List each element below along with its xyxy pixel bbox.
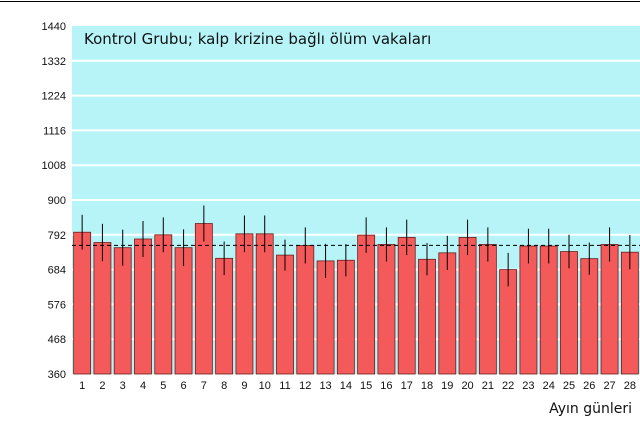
bar (296, 245, 315, 375)
bar (336, 259, 355, 375)
y-tick-label: 360 (48, 369, 66, 381)
bar (276, 254, 294, 375)
x-tick-label: 6 (181, 380, 187, 392)
x-tick-label: 28 (624, 380, 636, 392)
x-axis-label: Ayın günleri (549, 401, 632, 417)
bar (174, 247, 193, 375)
bar (418, 258, 436, 375)
y-tick-label: 1116 (43, 125, 66, 137)
bar (600, 244, 619, 375)
x-tick-label: 19 (441, 380, 453, 392)
x-tick-label: 24 (543, 380, 555, 392)
bars (73, 223, 639, 375)
x-tick-label: 17 (401, 380, 413, 392)
x-tick-label: 27 (603, 380, 615, 392)
error-bars (81, 205, 631, 287)
bar (93, 242, 112, 375)
x-tick-label: 12 (299, 380, 311, 392)
x-tick-label: 25 (563, 380, 575, 392)
x-tick-label: 15 (360, 380, 372, 392)
bar (620, 251, 639, 375)
bar (357, 234, 376, 375)
x-tick-label: 2 (99, 380, 105, 392)
y-tick-label: 1008 (42, 160, 66, 172)
y-tick-label: 576 (48, 299, 66, 311)
x-tick-label: 11 (279, 380, 290, 392)
y-tick-label: 684 (48, 265, 66, 277)
bar (134, 238, 152, 375)
bar (255, 233, 274, 375)
x-tick-label: 13 (319, 380, 331, 392)
bar (154, 234, 173, 375)
y-tick-label: 900 (48, 195, 66, 207)
bar (438, 252, 457, 375)
bar (377, 244, 396, 375)
bar (397, 236, 416, 375)
x-tick-label: 1 (79, 380, 85, 392)
bar (478, 244, 497, 375)
x-tick-label: 4 (140, 380, 146, 392)
x-tick-label: 9 (241, 380, 247, 392)
x-tick-label: 26 (583, 380, 595, 392)
x-tick-label: 7 (201, 380, 207, 392)
bar (194, 223, 213, 375)
y-tick-label: 792 (48, 230, 66, 242)
y-tick-label: 468 (48, 334, 66, 346)
x-tick-label: 5 (160, 380, 166, 392)
x-tick-label: 18 (421, 380, 433, 392)
x-tick-label: 22 (502, 380, 514, 392)
x-tick-label: 16 (380, 380, 392, 392)
x-tick-label: 8 (221, 380, 227, 392)
x-tick-label: 10 (259, 380, 271, 392)
bar (519, 245, 538, 375)
bar (73, 231, 92, 375)
x-axis-tick-labels: 1 2 3 4 5 6 7 8 9 10 11 12 13 14 15 16 17 18 19 20 21 22 23 24 2… (79, 380, 636, 392)
chart-title: Kontrol Grubu; kalp krizine bağlı ölüm v… (84, 30, 431, 48)
x-tick-label: 20 (461, 380, 473, 392)
bar (580, 258, 599, 375)
bar (235, 233, 254, 375)
bar (539, 245, 558, 375)
x-tick-label: 14 (340, 380, 352, 392)
x-tick-label: 23 (522, 380, 534, 392)
bar (458, 236, 477, 375)
bar (113, 247, 132, 375)
x-tick-label: 21 (482, 380, 494, 392)
y-tick-label: 1440 (42, 21, 66, 33)
y-tick-label: 1332 (42, 56, 66, 68)
bar (215, 257, 234, 375)
y-axis-tick-labels: 360 468 576 684 792 900 1008 1116 1224 1332 1440 (42, 21, 66, 381)
y-tick-label: 1224 (42, 91, 66, 103)
bar (560, 251, 578, 375)
x-tick-label: 3 (120, 380, 126, 392)
